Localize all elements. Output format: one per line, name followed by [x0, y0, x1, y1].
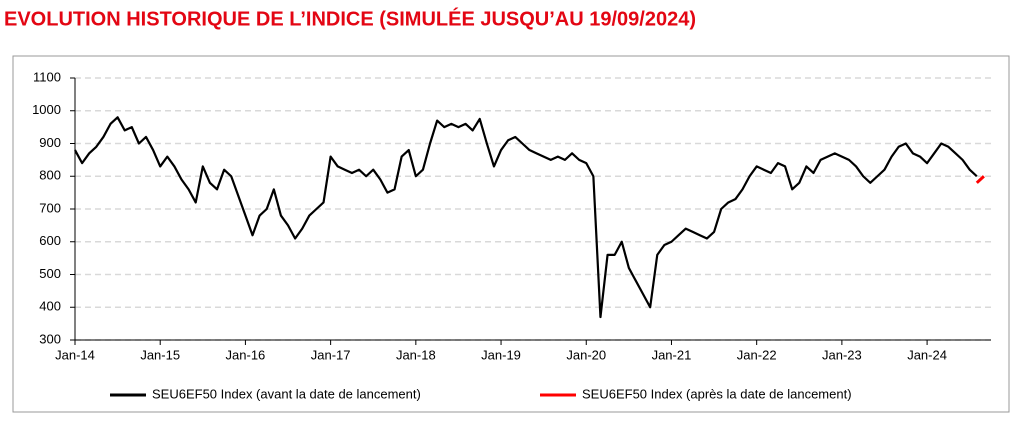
- y-tick-label: 900: [39, 135, 61, 150]
- y-tick-label: 1100: [33, 69, 61, 84]
- y-tick-label: 400: [39, 299, 61, 314]
- legend-label: SEU6EF50 Index (après la date de lanceme…: [582, 386, 852, 401]
- x-tick-label: Jan-14: [55, 347, 95, 362]
- y-tick-label: 300: [39, 331, 61, 346]
- chart-title: EVOLUTION HISTORIQUE DE L’INDICE (SIMULÉ…: [4, 7, 696, 30]
- y-tick-label: 800: [39, 168, 61, 183]
- x-tick-label: Jan-18: [396, 347, 436, 362]
- x-tick-label: Jan-16: [226, 347, 266, 362]
- x-tick-label: Jan-21: [652, 347, 692, 362]
- x-tick-label: Jan-23: [822, 347, 862, 362]
- x-tick-label: Jan-15: [140, 347, 180, 362]
- x-tick-label: Jan-19: [481, 347, 521, 362]
- legend-label: SEU6EF50 Index (avant la date de lanceme…: [152, 386, 421, 401]
- y-tick-label: 500: [39, 266, 61, 281]
- y-tick-label: 700: [39, 200, 61, 215]
- line-series: [74, 116, 978, 319]
- line-series: [975, 175, 985, 184]
- x-tick-label: Jan-24: [907, 347, 947, 362]
- y-tick-label: 600: [39, 233, 61, 248]
- x-tick-label: Jan-20: [566, 347, 606, 362]
- x-tick-label: Jan-22: [737, 347, 777, 362]
- chart-frame: [12, 55, 1010, 413]
- x-tick-label: Jan-17: [311, 347, 351, 362]
- y-tick-label: 1000: [32, 102, 61, 117]
